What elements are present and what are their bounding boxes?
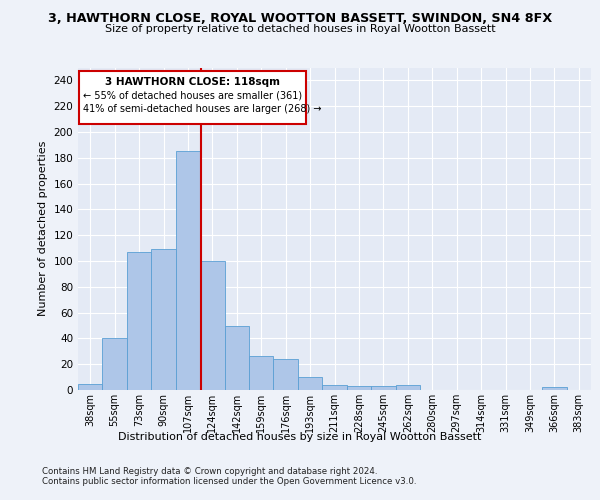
Bar	[224, 326, 249, 390]
Text: Contains public sector information licensed under the Open Government Licence v3: Contains public sector information licen…	[42, 478, 416, 486]
Bar	[347, 386, 371, 390]
Bar	[176, 152, 200, 390]
Text: Distribution of detached houses by size in Royal Wootton Bassett: Distribution of detached houses by size …	[118, 432, 482, 442]
Text: Size of property relative to detached houses in Royal Wootton Bassett: Size of property relative to detached ho…	[104, 24, 496, 34]
Text: Contains HM Land Registry data © Crown copyright and database right 2024.: Contains HM Land Registry data © Crown c…	[42, 468, 377, 476]
Y-axis label: Number of detached properties: Number of detached properties	[38, 141, 48, 316]
Text: 3, HAWTHORN CLOSE, ROYAL WOOTTON BASSETT, SWINDON, SN4 8FX: 3, HAWTHORN CLOSE, ROYAL WOOTTON BASSETT…	[48, 12, 552, 26]
Bar	[127, 252, 151, 390]
Text: 3 HAWTHORN CLOSE: 118sqm: 3 HAWTHORN CLOSE: 118sqm	[106, 76, 280, 86]
Bar	[151, 250, 176, 390]
Text: 41% of semi-detached houses are larger (268) →: 41% of semi-detached houses are larger (…	[83, 104, 322, 114]
Bar	[103, 338, 127, 390]
Bar	[78, 384, 103, 390]
Bar	[200, 261, 224, 390]
Bar	[371, 386, 395, 390]
Bar	[249, 356, 274, 390]
Text: ← 55% of detached houses are smaller (361): ← 55% of detached houses are smaller (36…	[83, 90, 302, 101]
Bar	[79, 72, 307, 124]
Bar	[542, 388, 566, 390]
Bar	[322, 385, 347, 390]
Bar	[395, 385, 420, 390]
Bar	[298, 377, 322, 390]
Bar	[274, 359, 298, 390]
